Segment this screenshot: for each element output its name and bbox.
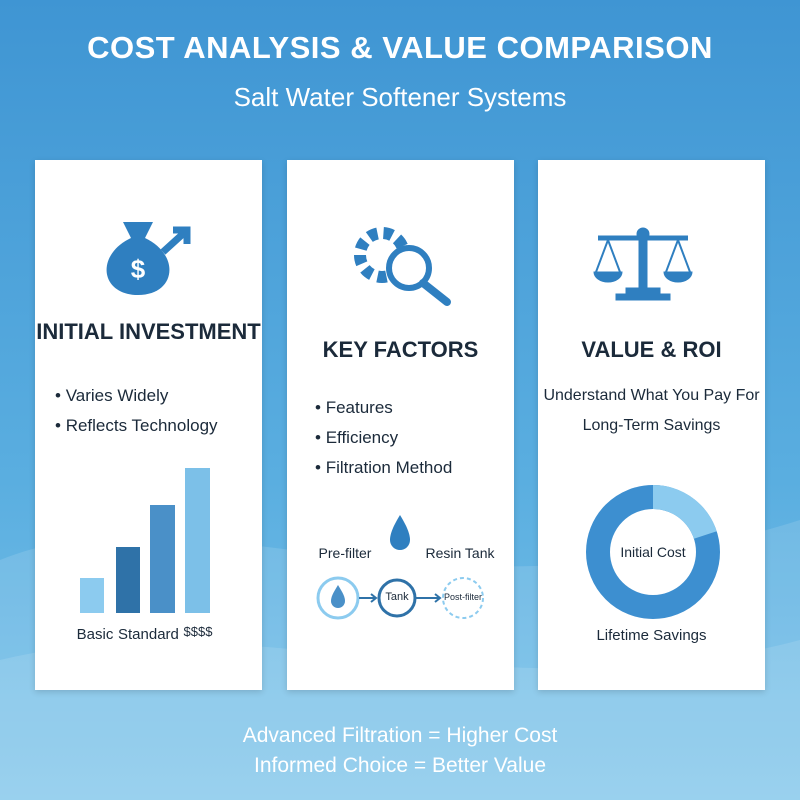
bullet: Varies Widely [55,381,218,411]
flow-label: Resin Tank [425,545,495,561]
bullet-list: Varies Widely Reflects Technology [55,381,218,441]
card-graphics [586,227,720,619]
donut-label: Initial Cost [620,544,686,560]
bar-label: Standard [118,626,179,643]
card-heading: VALUE & ROI [581,337,722,362]
card-graphics: $ [80,222,210,613]
card-text: Long-Term Savings [582,417,721,434]
svg-text:$: $ [131,254,146,284]
card: $ INITIAL INVESTMENT Varies Widely Refle… [35,160,262,690]
bullet: Filtration Method [315,453,453,483]
bullet-list: Features Efficiency Filtration Method [315,393,453,483]
card-graphics [316,227,484,620]
title: COST ANALYSIS & VALUE COMPARISON [87,30,713,65]
footer-line: Informed Choice = Better Value [253,754,547,777]
flow-label: Pre-filter [318,545,372,561]
donut-label: Lifetime Savings [596,627,707,644]
card-heading: INITIAL INVESTMENT [36,319,261,344]
card: VALUE & ROI Understand What You Pay For … [538,160,765,690]
bar-label: Basic [76,626,114,643]
subtitle: Salt Water Softener Systems [233,82,567,112]
flow-label: Tank [385,591,409,603]
bullet: Features [315,393,452,423]
bullet: Efficiency [315,423,452,453]
card: KEY FACTORS Features Efficiency Filtrati… [287,160,514,690]
bar-label: $$$$ [183,624,213,639]
flow-label: Post-filter [443,592,482,602]
footer-line: Advanced Filtration = Higher Cost [242,724,558,747]
card-text: Understand What You Pay For [543,387,760,404]
card-heading: KEY FACTORS [322,337,479,362]
bullet: Reflects Technology [55,411,218,441]
